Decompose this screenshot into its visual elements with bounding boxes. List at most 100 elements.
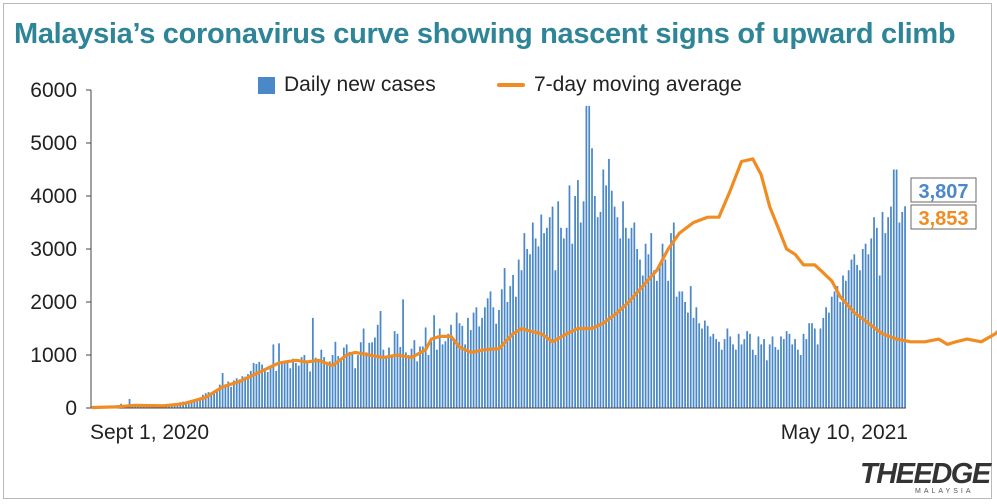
bar	[613, 206, 616, 408]
bar	[873, 217, 875, 408]
bar	[802, 333, 805, 408]
bar	[210, 394, 213, 408]
bar	[825, 307, 827, 408]
bar	[703, 320, 706, 408]
bar	[362, 328, 365, 408]
bar	[376, 324, 379, 408]
bar	[557, 201, 560, 408]
bar	[636, 249, 639, 408]
y-tick-label: 3000	[30, 238, 77, 261]
bar	[517, 259, 520, 408]
bar	[241, 376, 244, 408]
bar	[213, 391, 216, 408]
bar	[656, 280, 658, 408]
bar	[461, 325, 464, 408]
bar	[509, 286, 512, 408]
bar	[452, 339, 455, 408]
bar	[605, 185, 607, 408]
bar	[740, 344, 743, 408]
bar	[780, 336, 782, 408]
bar	[794, 339, 796, 408]
bar	[405, 352, 407, 408]
bar	[811, 323, 813, 408]
bar	[534, 238, 537, 408]
bar	[331, 355, 334, 408]
logo-wordmark: THEEDGE	[860, 458, 991, 490]
bar	[788, 333, 791, 408]
bar	[190, 400, 193, 408]
bar	[337, 356, 340, 408]
bar	[444, 341, 447, 408]
bar	[365, 352, 368, 408]
bar	[506, 302, 509, 408]
legend-swatch-bar	[258, 76, 275, 94]
bar	[895, 169, 898, 408]
bar	[726, 328, 729, 408]
bar	[836, 286, 839, 408]
bar	[641, 275, 644, 408]
bar	[500, 289, 503, 408]
bar	[196, 398, 199, 408]
bar	[732, 344, 734, 408]
bar	[720, 349, 723, 408]
bar	[492, 307, 495, 408]
bar	[464, 344, 466, 408]
bar	[664, 259, 667, 408]
bar	[393, 331, 396, 408]
y-tick-label: 4000	[30, 185, 77, 208]
bar	[450, 324, 452, 408]
bar	[537, 246, 540, 408]
bar	[749, 333, 751, 408]
bar	[777, 349, 780, 408]
bar	[839, 302, 842, 408]
bar	[892, 169, 895, 408]
bar	[286, 360, 289, 408]
bar	[596, 217, 599, 408]
bar	[828, 312, 830, 408]
x-tick-label-end: May 10, 2021	[781, 421, 908, 444]
bar	[870, 238, 873, 408]
bar	[201, 394, 204, 408]
bar	[295, 362, 297, 408]
bar	[390, 355, 393, 408]
bar	[419, 346, 421, 408]
bar	[658, 264, 661, 408]
bar	[627, 238, 630, 408]
bar	[833, 291, 836, 408]
bar	[650, 233, 653, 408]
bar	[574, 196, 576, 408]
bar	[309, 371, 311, 408]
bar	[653, 270, 655, 408]
bar	[320, 349, 323, 408]
bar	[661, 243, 664, 408]
bar	[718, 341, 720, 408]
bar	[503, 268, 506, 408]
bar	[689, 286, 692, 408]
bar	[235, 378, 238, 408]
bar	[303, 355, 306, 408]
bar	[859, 270, 861, 408]
bar	[421, 346, 424, 408]
bar	[289, 368, 292, 408]
bar	[495, 323, 498, 408]
bar	[701, 328, 703, 408]
y-tick-label: 1000	[30, 344, 77, 367]
bar	[757, 336, 760, 408]
bar	[523, 233, 526, 408]
bar	[430, 341, 433, 408]
bar	[630, 227, 633, 408]
bar	[185, 403, 187, 408]
bar	[743, 339, 746, 408]
bar	[424, 327, 427, 408]
bar	[261, 364, 263, 408]
bar	[233, 380, 235, 408]
bar	[709, 336, 712, 408]
y-tick-label: 5000	[30, 132, 77, 155]
bar	[300, 357, 303, 408]
bar	[447, 333, 450, 408]
daily-cases-last-value-box	[910, 177, 977, 203]
bar	[898, 222, 901, 408]
bar	[379, 311, 382, 408]
bar	[675, 296, 678, 408]
bar	[540, 214, 543, 408]
